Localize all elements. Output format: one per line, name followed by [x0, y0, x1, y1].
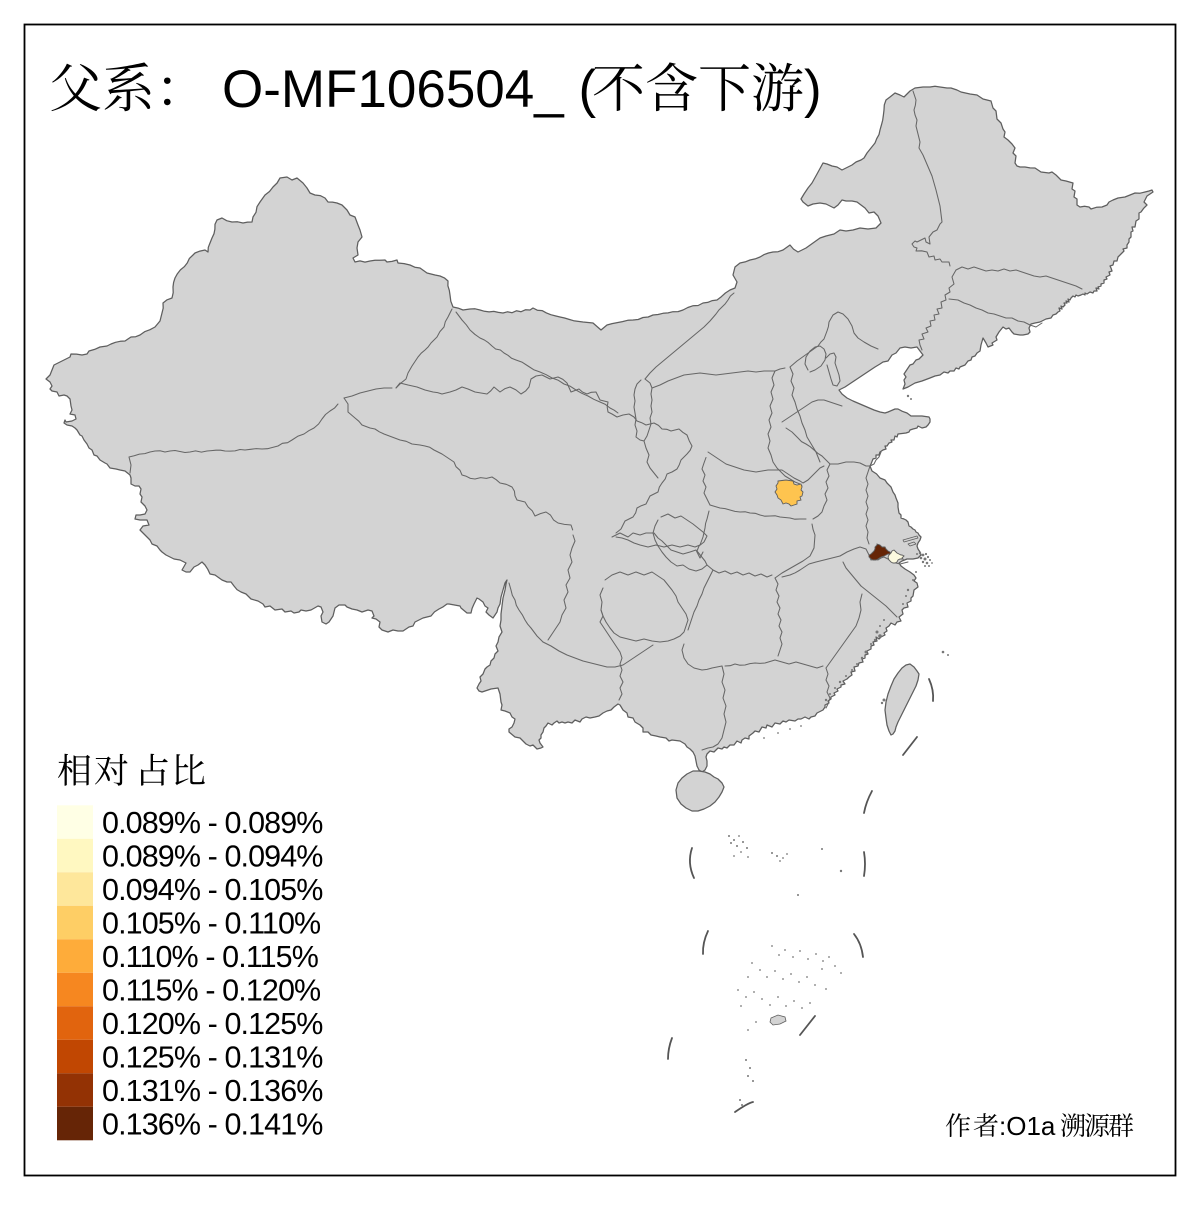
svg-text:0.110% - 0.115%: 0.110% - 0.115%: [102, 940, 319, 974]
svg-text:0.105% - 0.110%: 0.105% - 0.110%: [102, 906, 321, 940]
svg-text:O-MF106504_ (: O-MF106504_ (: [222, 60, 596, 119]
svg-text:0.136% - 0.141%: 0.136% - 0.141%: [102, 1107, 323, 1141]
svg-text:): ): [804, 60, 822, 119]
svg-text:0.115% - 0.120%: 0.115% - 0.120%: [102, 973, 321, 1007]
svg-text:0.125% - 0.131%: 0.125% - 0.131%: [102, 1040, 323, 1074]
svg-text:0.089% - 0.094%: 0.089% - 0.094%: [102, 839, 323, 873]
svg-text:0.089% - 0.089%: 0.089% - 0.089%: [102, 806, 323, 840]
svg-text:0.120% - 0.125%: 0.120% - 0.125%: [102, 1007, 323, 1041]
svg-text:0.131% - 0.136%: 0.131% - 0.136%: [102, 1074, 323, 1108]
svg-text::O1a: :O1a: [999, 1111, 1056, 1141]
svg-text:0.094% - 0.105%: 0.094% - 0.105%: [102, 873, 323, 907]
